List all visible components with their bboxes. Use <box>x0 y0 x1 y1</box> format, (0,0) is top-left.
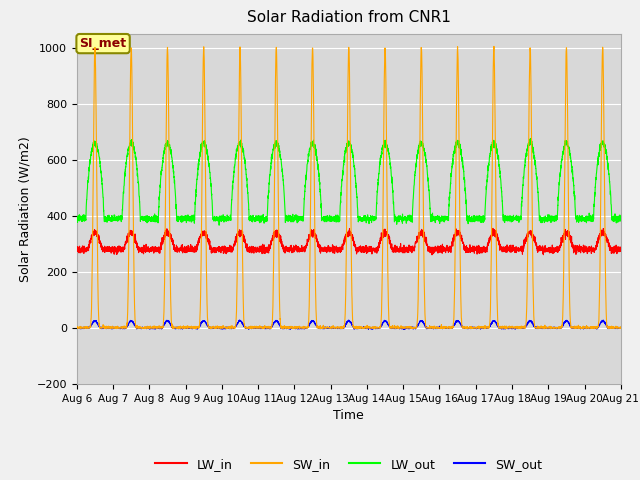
Legend: LW_in, SW_in, LW_out, SW_out: LW_in, SW_in, LW_out, SW_out <box>150 453 547 476</box>
Title: Solar Radiation from CNR1: Solar Radiation from CNR1 <box>247 11 451 25</box>
Y-axis label: Solar Radiation (W/m2): Solar Radiation (W/m2) <box>18 136 31 282</box>
Text: SI_met: SI_met <box>79 37 127 50</box>
X-axis label: Time: Time <box>333 409 364 422</box>
